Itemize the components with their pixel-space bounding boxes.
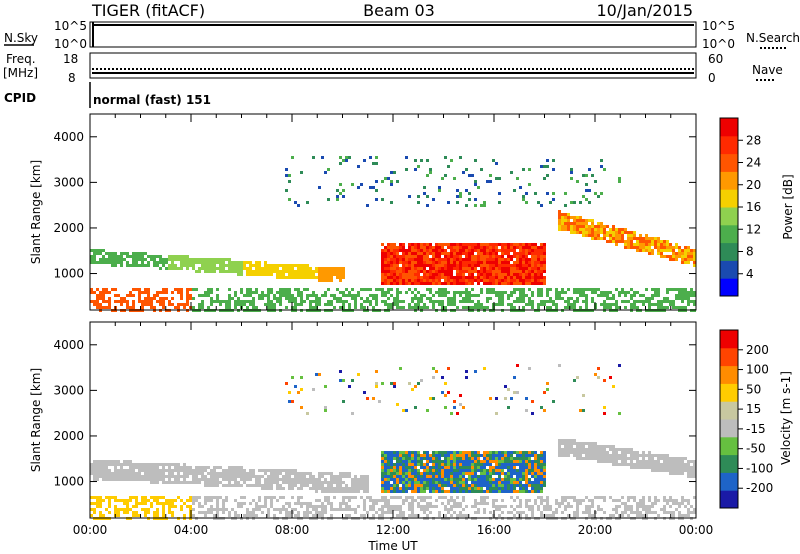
power-colorbar-segment <box>720 278 738 297</box>
velocity-colorbar-segment <box>720 490 738 509</box>
power-colorbar-segment <box>720 260 738 279</box>
power-colorbar-segment <box>720 153 738 172</box>
power-colorbar-tick-label: 24 <box>746 156 761 170</box>
x-tick-label: 00:00 <box>679 523 714 537</box>
power-ytick-label: 3000 <box>53 175 84 189</box>
power-colorbar-label: Power [dB] <box>781 174 795 239</box>
station-title: TIGER (fitACF) <box>91 1 205 20</box>
nave-tick-low: 0 <box>708 71 716 85</box>
x-axis-label: Time UT <box>367 539 418 553</box>
freq-tick-low: 8 <box>68 71 76 85</box>
power-colorbar-segment <box>720 171 738 190</box>
power-colorbar-segment <box>720 189 738 208</box>
velocity-panel: 1000 2000 3000 4000 Slant Range [km] <box>29 321 697 520</box>
power-colorbar-tick-label: 8 <box>746 245 754 259</box>
nsky-strip: N.Sky 10^5 10^0 10^5 10^0 N.Search <box>4 19 800 51</box>
cpid-strip: CPID normal (fast) 151 <box>4 82 211 108</box>
power-colorbar-tick-label: 20 <box>746 178 761 192</box>
velocity-ytick-label: 4000 <box>53 338 84 352</box>
nsearch-tick-low: 10^0 <box>702 37 735 51</box>
freq-tick-high: 18 <box>63 52 78 66</box>
freq-strip: Freq. [MHz] 18 8 60 0 Nave <box>3 52 783 85</box>
velocity-colorbar-segment <box>720 454 738 473</box>
velocity-colorbar-segment <box>720 436 738 456</box>
cpid-value: normal (fast) 151 <box>93 93 211 107</box>
power-colorbar-segment <box>720 224 738 244</box>
velocity-colorbar-segment <box>720 365 738 384</box>
x-tick-label: 12:00 <box>376 523 411 537</box>
freq-trace <box>92 72 694 74</box>
velocity-colorbar-label: Velocity [m s-1] <box>779 371 793 465</box>
x-tick-label: 20:00 <box>578 523 613 537</box>
velocity-colorbar-tick-label: 50 <box>746 382 761 396</box>
date-title: 10/Jan/2015 <box>596 1 693 20</box>
velocity-colorbar-segment <box>720 401 738 420</box>
freq-label-line2: [MHz] <box>3 66 38 80</box>
nsearch-label: N.Search <box>746 31 800 45</box>
x-tick-label: 00:00 <box>73 523 108 537</box>
velocity-colorbar-tick-label: -200 <box>746 481 773 495</box>
x-tick-label: 16:00 <box>477 523 512 537</box>
velocity-colorbar: 200 100 50 15 -15 -50 -100 -200 Velocity [m s-1… <box>719 329 793 509</box>
velocity-colorbar-segment <box>720 383 738 402</box>
nsky-label: N.Sky <box>4 31 38 45</box>
velocity-colorbar-tick-label: 100 <box>746 363 769 377</box>
velocity-colorbar-segment <box>720 330 738 349</box>
power-ytick-label: 4000 <box>53 130 84 144</box>
nave-tick-high: 60 <box>708 52 723 66</box>
freq-label-line1: Freq. <box>6 52 36 66</box>
velocity-ytick-label: 3000 <box>53 383 84 397</box>
velocity-colorbar-tick-label: -50 <box>746 442 766 456</box>
nsky-tick-low: 10^0 <box>54 37 87 51</box>
velocity-ytick-label: 2000 <box>53 429 84 443</box>
cpid-label: CPID <box>4 91 36 105</box>
nsky-trace <box>92 24 694 26</box>
velocity-colorbar-tick-label: 200 <box>746 343 769 357</box>
power-colorbar-segment <box>720 118 738 137</box>
power-colorbar-segment <box>720 207 738 226</box>
beam-title: Beam 03 <box>363 1 435 20</box>
nsky-tick-high: 10^5 <box>54 19 87 33</box>
nsky-start-marker <box>92 22 94 47</box>
power-ytick-label: 1000 <box>53 267 84 281</box>
power-ylabel: Slant Range [km] <box>29 160 43 264</box>
power-ytick-label: 2000 <box>53 221 84 235</box>
velocity-colorbar-tick-label: -100 <box>746 461 773 475</box>
power-colorbar-segment <box>720 135 738 155</box>
velocity-ylabel: Slant Range [km] <box>29 368 43 472</box>
nsearch-tick-high: 10^5 <box>702 19 735 33</box>
x-tick-label: 04:00 <box>174 523 209 537</box>
power-colorbar-tick-label: 16 <box>746 200 761 214</box>
velocity-colorbar-segment <box>720 419 738 438</box>
power-colorbar-segment <box>720 242 738 261</box>
velocity-scatter-field <box>90 364 696 520</box>
power-colorbar-tick-label: 12 <box>746 222 761 236</box>
power-colorbar-tick-label: 4 <box>746 267 754 281</box>
power-colorbar-tick-label: 28 <box>746 133 761 147</box>
velocity-colorbar-tick-label: 15 <box>746 402 761 416</box>
nave-label: Nave <box>752 63 783 77</box>
velocity-ytick-label: 1000 <box>53 475 84 489</box>
velocity-colorbar-segment <box>720 472 738 491</box>
velocity-colorbar-tick-label: -15 <box>746 422 766 436</box>
x-tick-label: 08:00 <box>275 523 310 537</box>
power-panel: 1000 2000 3000 4000 Slant Range [km] <box>29 113 697 312</box>
velocity-colorbar-segment <box>720 347 738 367</box>
power-colorbar: 28 24 20 16 12 8 4 Power [dB] <box>719 117 795 297</box>
nave-trace <box>92 68 694 70</box>
